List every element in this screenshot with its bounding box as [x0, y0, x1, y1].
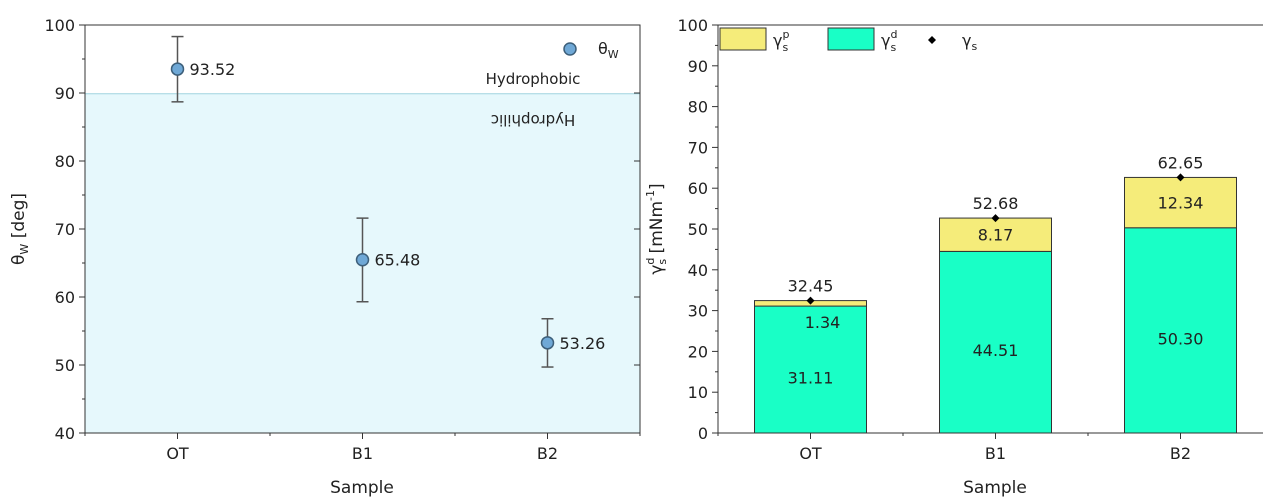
left-data-points: 93.52 65.48 53.26 — [170, 35, 606, 368]
bar-segment-dispersive — [939, 250, 1052, 434]
bar-segment-label: 8.17 — [978, 226, 1014, 245]
bar-segment-polar — [939, 217, 1052, 252]
legend-dispersive-superscript: d — [890, 28, 897, 41]
left-x-tick-label: B1 — [352, 444, 373, 463]
right-bar-labels: 31.11 1.34 32.45 44.51 8.17 52.68 50.30 12.34 62… — [788, 153, 1204, 387]
left-y-axis-title: θW [deg] — [9, 193, 31, 265]
legend-label-total: γs — [962, 31, 977, 53]
left-y-tick-label: 70 — [55, 220, 75, 239]
right-x-tick-label: B2 — [1170, 444, 1191, 463]
right-y-tick-label: 100 — [677, 16, 708, 35]
right-y-tick-label: 40 — [688, 261, 708, 280]
left-y-title-symbol: θ — [9, 255, 29, 265]
total-marker — [1176, 173, 1185, 182]
left-y-tick-label: 100 — [44, 16, 75, 35]
right-x-tick-label: B1 — [985, 444, 1006, 463]
left-y-tick-label: 90 — [55, 84, 75, 103]
region-below-label: Hydrophilic — [491, 111, 575, 129]
left-legend-symbol: θ — [598, 39, 608, 58]
right-y-tick-label: 0 — [698, 424, 708, 443]
legend-polar-symbol: γ — [773, 31, 782, 50]
total-label: 32.45 — [788, 277, 834, 296]
right-y-tick-label: 90 — [688, 57, 708, 76]
right-y-axis-title: γds [mNm-1] — [644, 183, 669, 274]
bar-segment-label: 44.51 — [973, 341, 1019, 360]
right-legend: γp s γd s γs — [719, 27, 977, 54]
right-y-title-exponent: -1 — [644, 190, 657, 201]
right-y-title-symbol: γ — [647, 265, 667, 275]
total-label: 52.68 — [973, 194, 1019, 213]
left-x-tick-label: OT — [166, 444, 189, 463]
right-y-tick-label: 50 — [688, 220, 708, 239]
right-x-tick-label: OT — [799, 444, 822, 463]
right-x-axis: OT B1 B2 — [717, 433, 1191, 463]
legend-swatch-polar — [719, 27, 767, 51]
right-y-title-superscript: d — [644, 258, 657, 265]
left-legend-label: θW — [598, 39, 619, 61]
legend-polar-superscript: p — [782, 28, 789, 41]
left-legend-marker — [563, 42, 577, 56]
data-point — [540, 336, 555, 350]
legend-polar-subscript: s — [782, 41, 788, 54]
right-y-axis: 0 10 20 30 40 50 60 70 80 90 100 — [677, 16, 718, 443]
left-x-axis: OT B1 B2 — [84, 433, 641, 463]
data-point-label: 65.48 — [375, 251, 421, 270]
total-marker — [991, 214, 1000, 223]
legend-swatch-dispersive — [827, 27, 875, 51]
right-x-axis-title: Sample — [963, 478, 1027, 497]
left-y-tick-label: 80 — [55, 152, 75, 171]
total-label: 62.65 — [1158, 153, 1204, 172]
right-y-tick-label: 20 — [688, 342, 708, 361]
right-y-tick-label: 60 — [688, 179, 708, 198]
legend-label-polar: γp s — [773, 28, 789, 54]
bar-segment-label: 12.34 — [1158, 194, 1204, 213]
right-y-tick-label: 10 — [688, 383, 708, 402]
right-y-tick-label: 80 — [688, 98, 708, 117]
data-point — [170, 62, 185, 76]
legend-total-marker — [928, 36, 936, 44]
left-y-tick-label: 40 — [55, 424, 75, 443]
data-point-label: 93.52 — [190, 60, 236, 79]
right-y-tick-label: 70 — [688, 138, 708, 157]
right-y-tick-label: 30 — [688, 302, 708, 321]
bar-segment-label: 1.34 — [805, 313, 841, 332]
data-point — [355, 252, 370, 267]
data-point-label: 53.26 — [560, 334, 606, 353]
legend-dispersive-subscript: s — [890, 41, 896, 54]
bar-segment-label: 31.11 — [788, 369, 834, 388]
legend-total-symbol: γ — [962, 31, 971, 50]
right-y-title-subscript: s — [656, 259, 669, 265]
left-y-tick-label: 50 — [55, 356, 75, 375]
left-y-tick-label: 60 — [55, 288, 75, 307]
total-marker — [806, 296, 815, 305]
bar-segment-dispersive — [1124, 227, 1237, 434]
left-y-title-unit: [deg] — [9, 193, 29, 244]
left-x-axis-title: Sample — [330, 478, 394, 497]
contact-angle-chart: 40 50 60 70 80 90 100 OT B1 B2 93.52 65.48 53.26 H… — [9, 16, 641, 497]
left-legend: θW — [563, 39, 619, 61]
right-y-title-close: ] — [647, 183, 667, 190]
right-y-title-unit: [mNm — [647, 201, 667, 259]
region-above-label: Hydrophobic — [486, 70, 581, 88]
bar-segment-polar — [1124, 176, 1237, 229]
left-x-tick-label: B2 — [537, 444, 558, 463]
right-bars — [754, 176, 1237, 434]
bar-segment-dispersive — [754, 305, 867, 434]
legend-total-subscript: s — [971, 40, 977, 53]
legend-label-dispersive: γd s — [881, 28, 897, 54]
left-y-title-subscript: W — [18, 244, 31, 255]
legend-dispersive-symbol: γ — [881, 31, 890, 50]
left-legend-subscript: W — [608, 48, 619, 61]
bar-segment-label: 50.30 — [1158, 329, 1204, 348]
left-y-axis: 40 50 60 70 80 90 100 — [44, 16, 640, 443]
